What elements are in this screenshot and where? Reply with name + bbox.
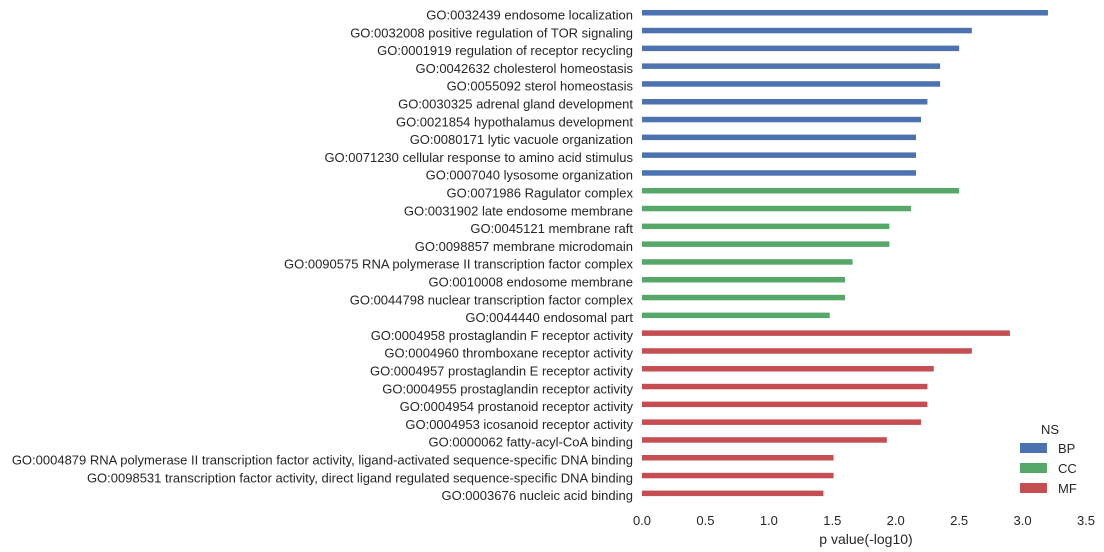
- category-label: GO:0031902 late endosome membrane: [404, 203, 633, 218]
- bar-8: [642, 152, 917, 158]
- bar-6: [642, 116, 922, 123]
- bar-17: [642, 312, 830, 319]
- category-label: GO:0021854 hypothalamus development: [396, 114, 633, 129]
- category-label: GO:0007040 lysosome organization: [426, 168, 633, 183]
- category-label: GO:0001919 regulation of receptor recycl…: [377, 43, 633, 58]
- x-tick-label: 2.5: [950, 513, 968, 528]
- bar-2: [642, 45, 960, 52]
- category-label: GO:0004954 prostanoid receptor activity: [400, 399, 634, 414]
- category-label: GO:0003676 nucleic acid binding: [441, 488, 633, 503]
- legend-swatch-cc: [1020, 463, 1047, 473]
- bar-0: [642, 10, 1048, 16]
- category-label: GO:0004960 thromboxane receptor activity: [384, 346, 633, 361]
- bar-23: [642, 419, 922, 425]
- bar-20: [642, 366, 934, 372]
- bar-9: [642, 170, 917, 176]
- x-tick-label: 0.5: [696, 513, 714, 528]
- bar-18: [642, 330, 1010, 336]
- x-tick-label: 3.0: [1014, 513, 1032, 528]
- x-tick-label: 0.0: [633, 513, 651, 528]
- category-label: GO:0055092 sterol homeostasis: [447, 79, 634, 94]
- category-label: GO:0004957 prostaglandin E receptor acti…: [370, 364, 634, 379]
- category-label: GO:0004953 icosanoid receptor activity: [405, 417, 633, 432]
- category-label: GO:0004879 RNA polymerase II transcripti…: [12, 453, 633, 468]
- bar-19: [642, 348, 972, 354]
- category-labels: GO:0032439 endosome localization GO:00320…: [12, 8, 634, 504]
- legend: NS BP CC MF: [1020, 422, 1077, 496]
- bar-21: [642, 383, 928, 390]
- x-tick-label: 1.5: [823, 513, 841, 528]
- bar-16: [642, 294, 845, 301]
- bar-15: [642, 277, 845, 283]
- category-label: GO:0044440 endosomal part: [465, 310, 633, 325]
- category-label: GO:0032008 positive regulation of TOR si…: [350, 25, 633, 40]
- category-label: GO:0098857 membrane microdomain: [415, 239, 633, 254]
- category-label: GO:0000062 fatty-acyl-CoA binding: [428, 435, 633, 450]
- bar-7: [642, 134, 917, 141]
- bar-14: [642, 259, 853, 265]
- category-label: GO:0080171 lytic vacuole organization: [410, 132, 633, 147]
- bar-24: [642, 437, 887, 443]
- legend-label-cc: CC: [1058, 461, 1077, 476]
- bars-group: [642, 10, 1048, 497]
- category-label: GO:0090575 RNA polymerase II transcripti…: [284, 257, 633, 272]
- bar-26: [642, 472, 834, 479]
- category-label: GO:0004955 prostaglandin receptor activi…: [382, 381, 633, 396]
- category-label: GO:0071230 cellular response to amino ac…: [324, 150, 633, 165]
- bar-1: [642, 27, 972, 34]
- bar-4: [642, 81, 941, 87]
- bar-3: [642, 63, 941, 69]
- category-label: GO:0032439 endosome localization: [426, 8, 633, 23]
- category-label: GO:0042632 cholesterol homeostasis: [415, 61, 633, 76]
- bar-27: [642, 490, 824, 497]
- category-label: GO:0045121 membrane raft: [470, 221, 633, 236]
- legend-label-mf: MF: [1058, 481, 1077, 496]
- bar-25: [642, 455, 834, 461]
- legend-swatch-bp: [1020, 443, 1047, 453]
- bar-11: [642, 205, 911, 212]
- legend-label-bp: BP: [1058, 441, 1075, 456]
- x-tick-label: 1.0: [760, 513, 778, 528]
- x-tick-label: 2.0: [887, 513, 905, 528]
- bar-22: [642, 401, 928, 408]
- legend-swatch-mf: [1020, 483, 1047, 493]
- category-label: GO:0004958 prostaglandin F receptor acti…: [371, 328, 634, 343]
- bar-10: [642, 188, 960, 194]
- category-label: GO:0030325 adrenal gland development: [398, 97, 633, 112]
- category-label: GO:0098531 transcription factor activity…: [87, 470, 633, 485]
- x-tick-label: 3.5: [1077, 513, 1095, 528]
- x-axis-label: p value(-log10): [819, 531, 912, 547]
- category-label: GO:0071986 Ragulator complex: [447, 186, 634, 201]
- bar-5: [642, 99, 928, 105]
- bar-13: [642, 241, 890, 247]
- category-label: GO:0044798 nuclear transcription factor …: [350, 292, 634, 307]
- x-tick-labels: 0.0 0.5 1.0 1.5 2.0 2.5 3.0 3.5: [633, 513, 1095, 528]
- legend-title: NS: [1041, 422, 1059, 437]
- bar-12: [642, 223, 890, 230]
- category-label: GO:0010008 endosome membrane: [428, 275, 633, 290]
